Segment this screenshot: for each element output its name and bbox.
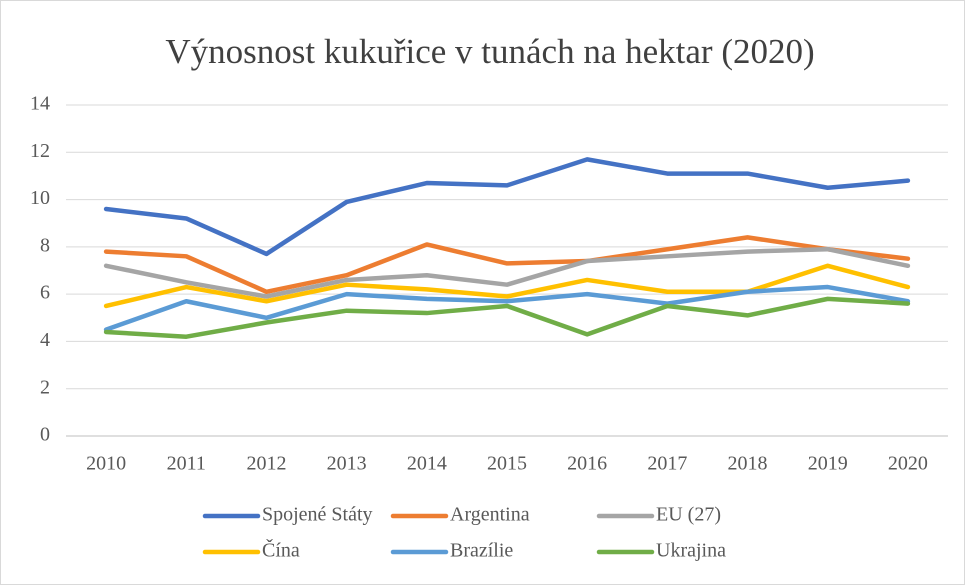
series-line (103, 157, 911, 257)
legend-label: Argentina (450, 504, 530, 526)
y-tick-label: 14 (30, 93, 50, 115)
series-line (103, 284, 911, 332)
chart-title: Výnosnost kukuřice v tunách na hektar (2… (165, 32, 814, 71)
y-tick-label: 6 (40, 282, 50, 304)
legend-label: Brazílie (450, 540, 513, 562)
y-tick-label: 12 (30, 140, 50, 162)
x-tick-label: 2019 (808, 453, 848, 475)
y-tick-label: 2 (40, 376, 50, 398)
series-line (103, 235, 911, 295)
series-line (103, 246, 911, 299)
y-tick-label: 8 (40, 234, 50, 256)
x-tick-label: 2016 (567, 453, 607, 475)
legend-label: Čína (262, 538, 300, 562)
x-tick-label: 2010 (86, 453, 126, 475)
x-tick-label: 2012 (246, 453, 286, 475)
legend-label: Spojené Státy (262, 504, 373, 526)
x-tick-label: 2018 (728, 453, 768, 475)
x-tick-label: 2017 (647, 453, 687, 475)
series-line (103, 263, 911, 309)
x-tick-label: 2020 (888, 453, 928, 475)
y-tick-label: 4 (40, 329, 50, 351)
legend-label: Ukrajina (656, 540, 726, 562)
y-tick-label: 0 (40, 424, 50, 446)
y-tick-label: 10 (30, 187, 50, 209)
x-tick-label: 2013 (327, 453, 367, 475)
x-tick-label: 2015 (487, 453, 527, 475)
legend-label: EU (27) (656, 504, 721, 526)
x-tick-label: 2011 (167, 453, 206, 475)
series-line (103, 296, 911, 339)
x-tick-label: 2014 (407, 453, 447, 475)
